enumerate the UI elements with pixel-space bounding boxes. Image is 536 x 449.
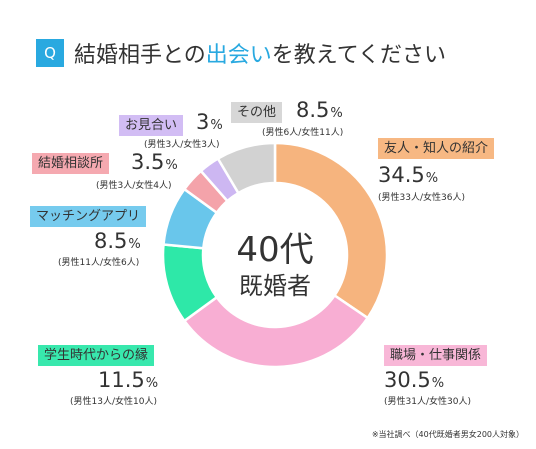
slice-pct-omiai: 3% (196, 110, 223, 134)
slice-detail-friends: (男性33人/女性36人) (378, 193, 465, 203)
slice-detail-agency: (男性3人/女性4人) (96, 181, 172, 191)
slice-detail-omiai: (男性3人/女性3人) (144, 140, 220, 150)
slice-pct-app: 8.5% (94, 229, 141, 253)
slice-pct-friends: 34.5% (378, 163, 438, 187)
slice-unit-omiai: % (210, 118, 223, 133)
title-highlight: 出会い (205, 43, 272, 68)
slice-value-other: 8.5 (296, 98, 330, 122)
slice-value-friends: 34.5 (378, 163, 425, 187)
slice-detail-app: (男性11人/女性6人) (58, 258, 140, 268)
slice-pct-other: 8.5% (296, 98, 343, 122)
slice-value-omiai: 3 (196, 110, 210, 134)
center-age-label: 40代 (236, 230, 314, 270)
header: Q 結婚相手との出会いを教えてください (36, 36, 446, 70)
slice-unit-friends: % (425, 171, 439, 186)
slice-label-agency: 結婚相談所 (32, 152, 110, 174)
slice-pct-work: 30.5% (384, 368, 444, 392)
donut-slice-1 (182, 293, 370, 369)
slice-unit-work: % (431, 376, 445, 391)
slice-value-agency: 3.5 (131, 150, 165, 174)
slice-pct-agency: 3.5% (131, 150, 178, 174)
slice-unit-app: % (128, 237, 141, 252)
donut-slice-0 (273, 141, 389, 320)
footnote: ※当社調べ（40代既婚者男女200人対象） (371, 430, 524, 439)
center-group-label: 既婚者 (239, 272, 311, 300)
slice-unit-school: % (145, 376, 159, 391)
slice-tag-school: 学生時代からの縁 (38, 345, 155, 366)
slice-value-school: 11.5 (98, 368, 145, 392)
slice-value-app: 8.5 (94, 229, 128, 253)
slice-tag-app: マッチングアプリ (30, 206, 147, 227)
slice-value-work: 30.5 (384, 368, 431, 392)
slice-unit-agency: % (165, 158, 178, 173)
slice-label-friends: 友人・知人の紹介 (378, 137, 495, 159)
slice-label-school: 学生時代からの縁 (38, 344, 155, 366)
slice-detail-other: (男性6人/女性11人) (262, 128, 344, 138)
slice-unit-other: % (330, 106, 343, 121)
question-badge: Q (36, 39, 64, 67)
title-part2: を教えてください (271, 43, 447, 68)
slice-tag-friends: 友人・知人の紹介 (378, 138, 495, 159)
slice-pct-school: 11.5% (98, 368, 158, 392)
slice-label-work: 職場・仕事関係 (384, 344, 488, 366)
donut-slice-6 (216, 141, 277, 195)
slice-label-app: マッチングアプリ (30, 205, 147, 227)
slice-label-other: その他 (231, 101, 283, 123)
slice-tag-omiai: お見合い (119, 115, 184, 136)
slice-label-omiai: お見合い (119, 114, 184, 136)
slice-detail-work: (男性31人/女性30人) (384, 397, 471, 407)
slice-tag-work: 職場・仕事関係 (384, 345, 488, 366)
slice-detail-school: (男性13人/女性10人) (70, 397, 157, 407)
title-part1: 結婚相手との (74, 43, 206, 68)
slice-tag-agency: 結婚相談所 (32, 153, 110, 174)
slice-tag-other: その他 (231, 102, 283, 123)
page-title: 結婚相手との出会いを教えてください (74, 37, 446, 69)
